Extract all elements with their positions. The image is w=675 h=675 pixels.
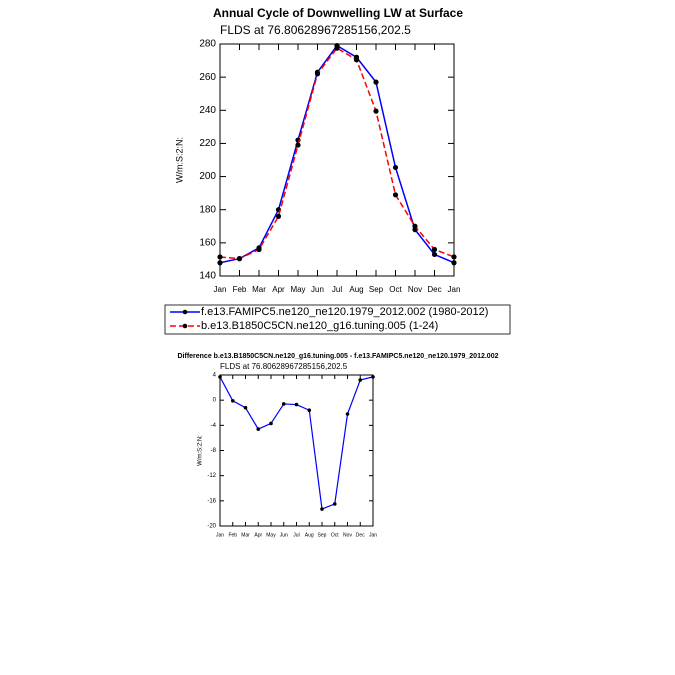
data-point [243,405,248,410]
legend-marker [182,309,188,315]
x-tick-label: Feb [228,532,237,538]
data-point [373,79,379,85]
data-point [281,402,286,406]
series-line [219,376,374,510]
data-point [412,223,418,229]
y-tick-label: -4 [211,423,217,429]
x-tick-label: Jan [214,285,227,294]
x-tick-label: Jan [216,532,224,538]
data-point [256,427,261,431]
legend-label: f.e13.FAMIPC5.ne120_ne120.1979_2012.002 … [201,306,488,318]
series-line [219,47,455,260]
data-point [392,192,399,198]
y-tick-label: 200 [199,171,216,182]
y-tick-label: 260 [199,72,216,83]
data-point [230,398,235,403]
x-tick-label: Mar [252,285,266,294]
x-tick-label: Nov [408,285,422,294]
series-line [219,44,455,264]
y-tick-label: 0 [213,398,217,404]
x-tick-label: Jun [280,532,288,538]
x-tick-label: Sep [369,285,384,294]
y-tick-label: 220 [199,138,216,149]
legend-label: b.e13.B1850C5CN.ne120_g16.tuning.005 (1-… [201,320,438,332]
chart-title: Annual Cycle of Downwelling LW at Surfac… [213,6,463,20]
data-point [431,246,438,253]
data-point [256,246,262,253]
y-tick-label: 240 [199,105,216,116]
y-axis-label: W/m:S:2:N: [174,137,184,183]
y-tick-label: -8 [211,448,217,454]
data-point [345,412,350,416]
x-tick-label: Oct [331,532,339,538]
data-point [373,108,379,114]
x-tick-label: Jun [311,285,324,294]
data-point [320,507,324,511]
y-tick-label: 180 [199,204,216,215]
data-point [353,57,360,63]
plot-frame [219,374,374,527]
x-tick-label: Aug [305,532,314,538]
x-tick-label: Jan [448,285,461,294]
x-tick-label: Feb [233,285,247,294]
chart-subtitle: FLDS at 76.80628967285156,202.5 [220,362,348,371]
data-point [236,256,243,262]
data-point [334,45,340,51]
data-point [295,142,301,148]
x-tick-label: Apr [272,285,285,294]
x-tick-label: Jul [332,285,342,294]
data-point [392,164,399,171]
y-tick-label: 4 [213,373,217,379]
data-point [294,402,299,407]
plot-frame [219,43,455,277]
y-tick-label: -16 [207,498,216,504]
legend-marker [182,323,188,329]
y-tick-label: 140 [199,271,216,282]
y-axis-label: W/m:S:2:N: [198,435,204,466]
chart-title: Difference b.e13.B1850C5CN.ne120_g16.tun… [177,353,498,360]
x-tick-label: Sep [318,532,327,538]
x-tick-label: Oct [389,285,402,294]
legend-box [164,304,511,335]
x-tick-label: May [290,285,305,294]
data-point [275,213,282,219]
x-tick-label: Dec [356,532,365,538]
chart-subtitle: FLDS at 76.80628967285156,202.5 [220,23,411,37]
y-tick-label: -12 [207,473,216,479]
x-tick-label: May [266,532,276,538]
data-point [307,408,312,413]
y-tick-label: 160 [199,237,216,248]
data-point [431,251,438,258]
x-tick-label: Aug [349,285,363,294]
data-point [314,71,321,77]
y-tick-label: 280 [199,39,216,50]
x-tick-label: Jul [293,532,299,538]
y-tick-label: -20 [207,524,216,530]
x-tick-label: Mar [241,532,250,538]
x-tick-label: Apr [254,532,262,538]
x-tick-label: Nov [343,532,352,538]
data-point [332,502,337,506]
x-tick-label: Jan [369,532,377,538]
data-point [358,378,363,382]
x-tick-label: Dec [427,285,441,294]
data-point [269,421,273,426]
